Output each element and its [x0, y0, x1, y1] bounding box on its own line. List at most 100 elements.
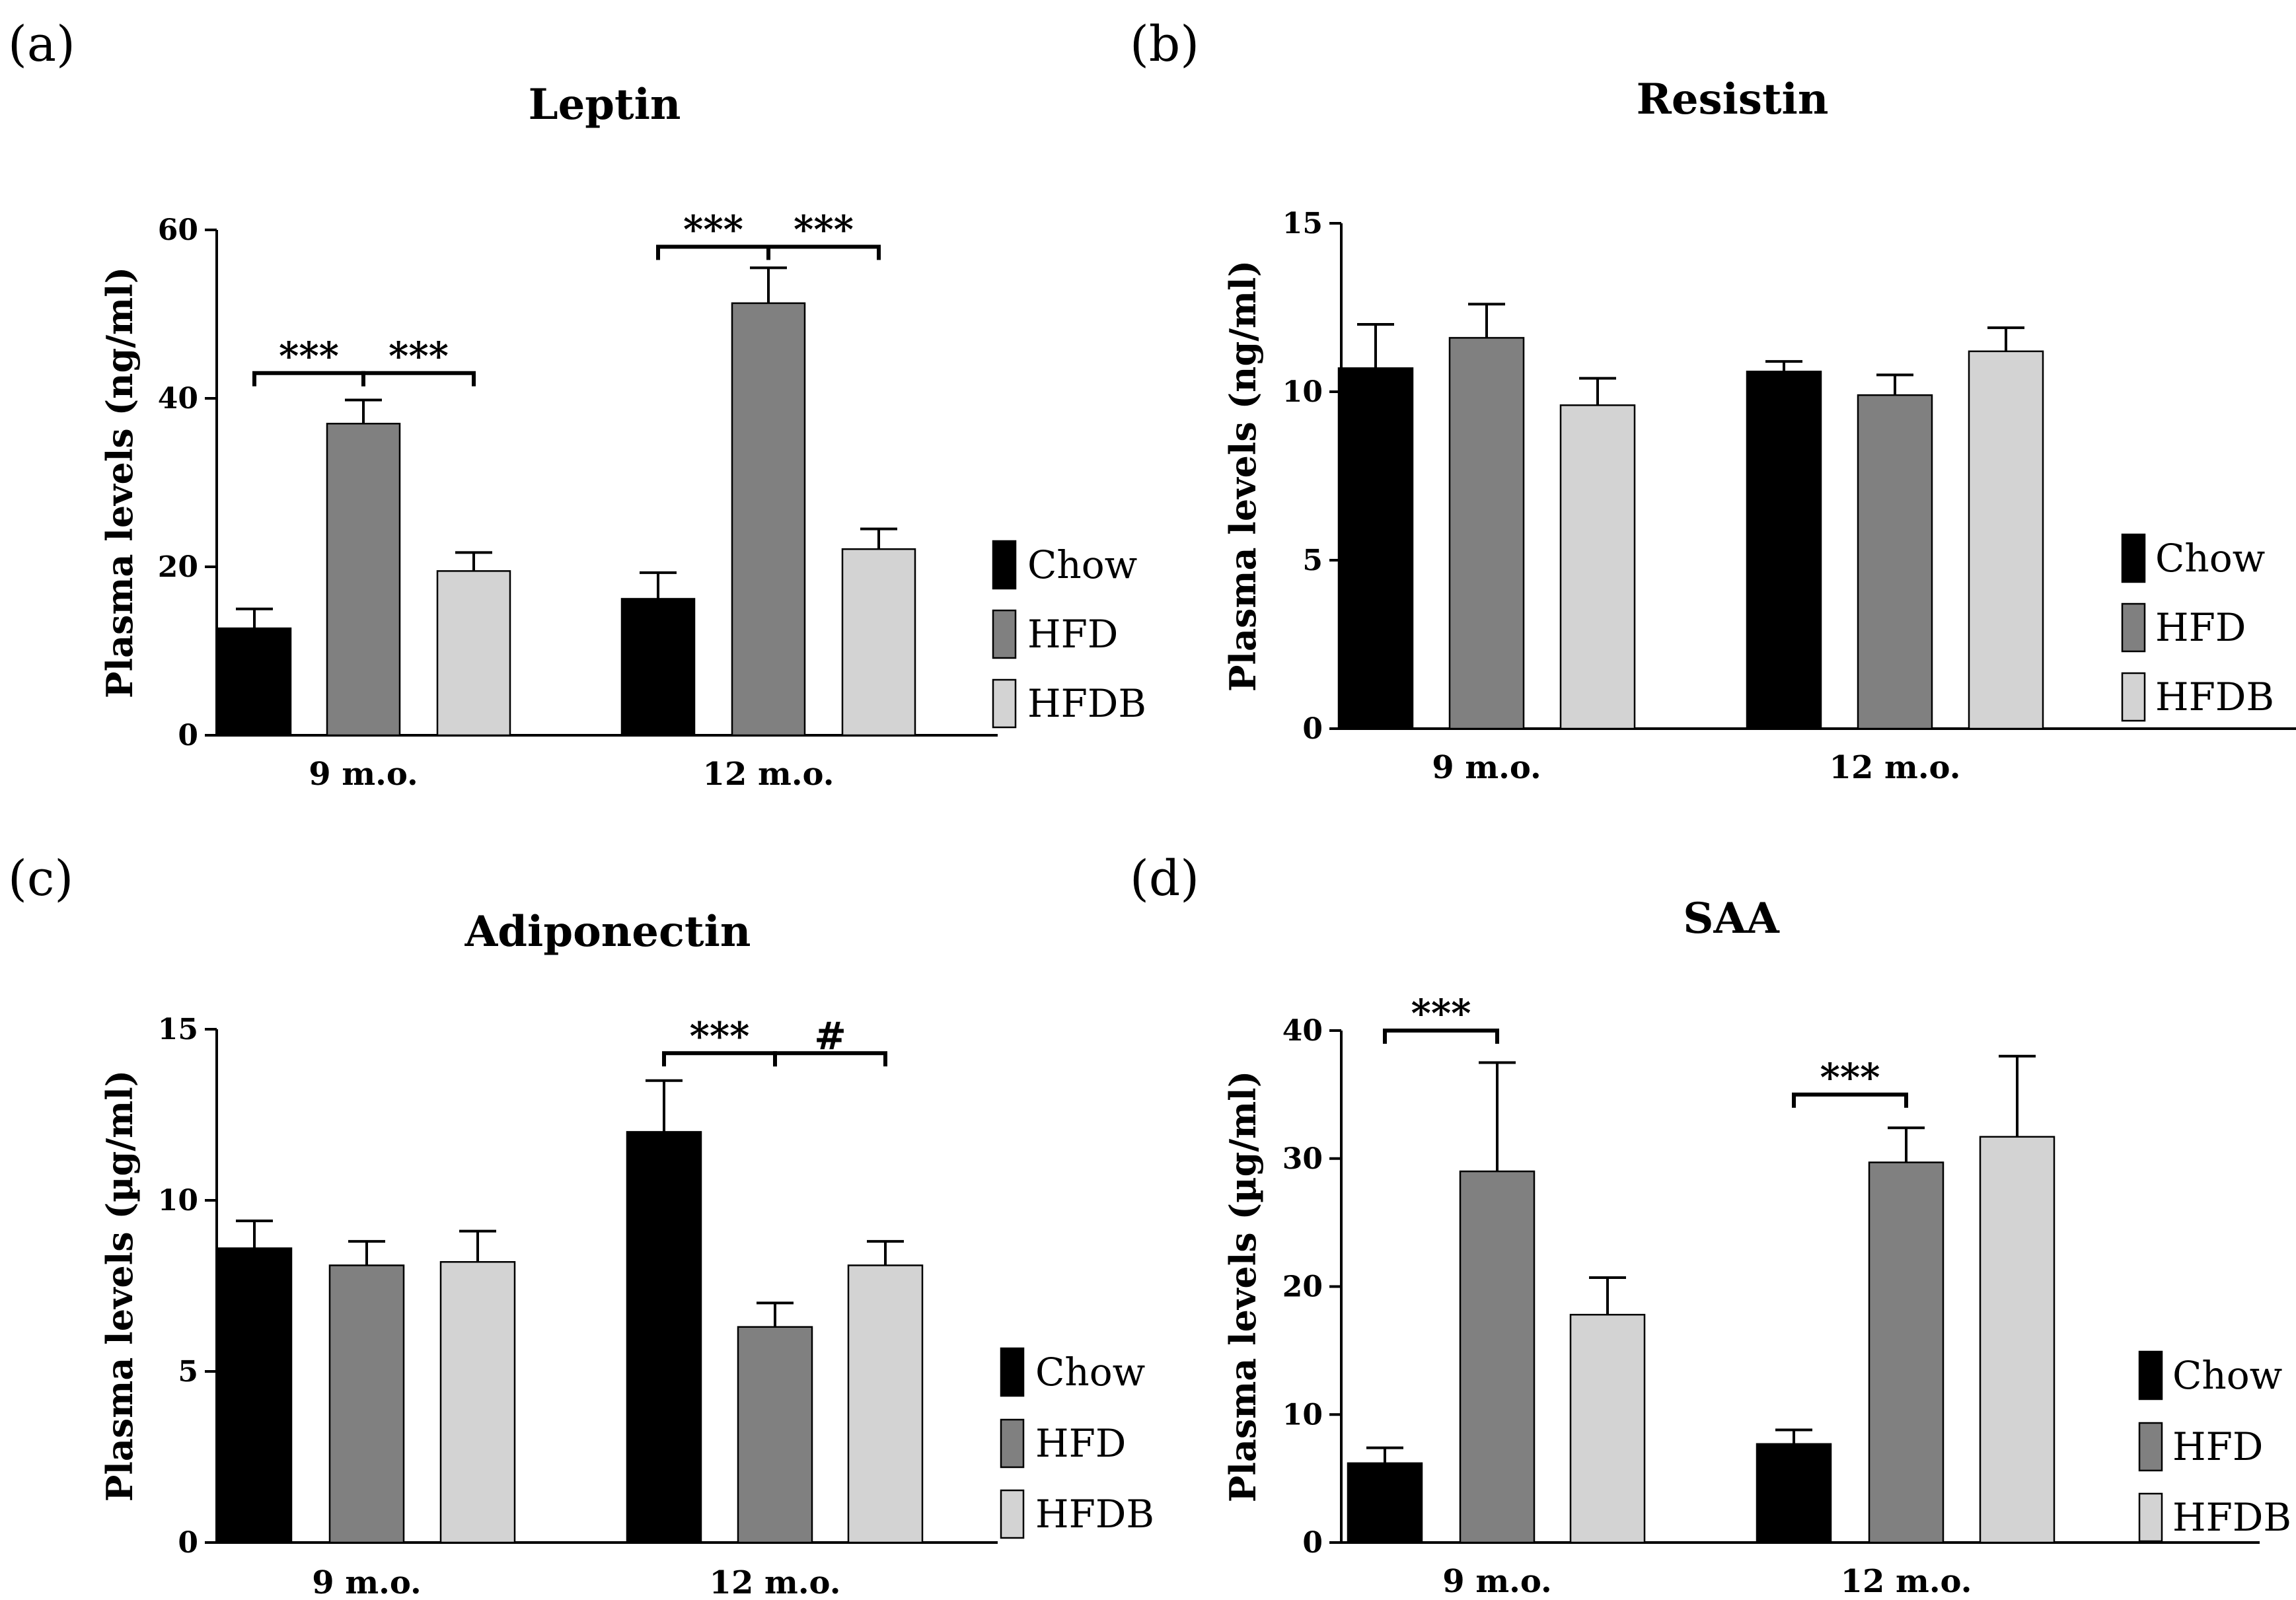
chart-title: SAA — [1683, 894, 1780, 943]
legend-swatch-hfd — [2138, 1422, 2163, 1472]
sig-stars: *** — [389, 334, 449, 379]
significance-bracket — [1792, 1092, 1908, 1108]
y-axis-label: Plasma levels (ng/ml) — [1222, 260, 1264, 692]
panel-letter: (d) — [1130, 850, 1199, 907]
y-tick-label: 20 — [158, 550, 198, 584]
y-tick-label: 0 — [178, 719, 198, 752]
y-tick-label: 0 — [1302, 1526, 1323, 1560]
y-tick-label: 60 — [158, 213, 198, 247]
legend-label: Chow — [2172, 1353, 2282, 1398]
legend-label: Chow — [1027, 542, 1137, 587]
bar-chow — [1746, 371, 1822, 730]
y-tick-label: 15 — [158, 1013, 198, 1046]
y-tick-label: 10 — [1282, 375, 1323, 409]
legend-label: HFD — [2172, 1424, 2263, 1469]
bar-hfdb — [1559, 404, 1636, 730]
legend-label: HFDB — [2155, 674, 2274, 719]
chart-panel-1: (b) Resistin Plasma levels (ng/ml) 0 5 10 15 9 … — [1130, 16, 2296, 786]
legend-label: HFDB — [2172, 1495, 2291, 1540]
chart-panel-0: (a) Leptin Plasma levels (ng/ml) 0 20 40 60 9 m… — [8, 16, 1146, 793]
y-tick-label: 10 — [1282, 1398, 1323, 1432]
chart-title: Resistin — [1637, 75, 1829, 124]
x-category-label: 12 m.o. — [710, 1564, 841, 1600]
bar-hfd — [1459, 1170, 1536, 1544]
sig-stars: *** — [279, 334, 339, 379]
chart-panel-3: (d) SAA Plasma levels (µg/ml) 0 10 20 30 40 9 m.… — [1130, 850, 2291, 1600]
bar-hfd — [737, 1326, 813, 1544]
sig-stars: *** — [690, 1013, 750, 1058]
bar-hfd — [1857, 394, 1933, 730]
bar-hfd — [326, 423, 401, 737]
y-tick-label: 15 — [1282, 207, 1323, 240]
bar-hfd — [328, 1264, 405, 1544]
bar-hfd — [1868, 1161, 1944, 1544]
y-tick-label: 0 — [178, 1526, 198, 1560]
bar-hfdb — [1979, 1136, 2055, 1544]
bar-hfd — [731, 302, 806, 737]
y-tick-label: 20 — [1282, 1270, 1323, 1304]
x-category-label: 12 m.o. — [1830, 749, 1961, 786]
x-category-label: 9 m.o. — [1432, 749, 1541, 786]
y-tick-label: 0 — [1302, 712, 1323, 746]
bar-hfdb — [841, 548, 916, 737]
y-tick-label: 40 — [1282, 1014, 1323, 1048]
y-tick-label: 30 — [1282, 1142, 1323, 1176]
x-category-label: 9 m.o. — [309, 756, 418, 793]
chart-title: Leptin — [529, 80, 681, 129]
legend-swatch-chow — [1000, 1347, 1025, 1397]
bar-chow — [1756, 1443, 1832, 1544]
legend-label: HFD — [1035, 1421, 1126, 1466]
sig-stars: *** — [1820, 1055, 1880, 1100]
significance-bracket — [773, 1051, 887, 1067]
legend-label: HFDB — [1027, 681, 1146, 726]
y-axis-label: Plasma levels (µg/ml) — [98, 1070, 141, 1502]
sig-stars: *** — [794, 207, 854, 252]
x-category-label: 9 m.o. — [312, 1564, 422, 1600]
y-tick-label: 40 — [158, 382, 198, 416]
bar-chow — [626, 1131, 702, 1544]
legend-swatch-hfdb — [2138, 1492, 2163, 1543]
legend-label: HFD — [2155, 605, 2246, 650]
legend-swatch-chow — [992, 540, 1017, 590]
bar-chow — [216, 1247, 293, 1544]
panel-letter: (b) — [1130, 16, 1199, 73]
legend-swatch-chow — [2121, 533, 2146, 583]
legend-swatch-hfd — [1000, 1418, 1025, 1469]
bar-hfdb — [1569, 1313, 1646, 1544]
y-tick-label: 5 — [178, 1355, 198, 1389]
bar-hfdb — [1968, 350, 2044, 730]
bar-hfdb — [847, 1264, 924, 1544]
legend-label: Chow — [2155, 536, 2265, 581]
legend-label: HFD — [1027, 612, 1118, 657]
bar-chow — [217, 627, 292, 737]
bar-chow — [1337, 367, 1414, 730]
bar-hfdb — [439, 1260, 516, 1544]
legend-swatch-hfdb — [992, 678, 1017, 729]
bar-chow — [620, 598, 696, 737]
sig-hash: # — [814, 1013, 846, 1058]
y-axis-label: Plasma levels (µg/ml) — [1222, 1071, 1264, 1503]
panel-letter: (a) — [8, 16, 75, 73]
legend-swatch-hfd — [2121, 602, 2146, 653]
sig-stars: *** — [1411, 991, 1471, 1036]
y-tick-label: 5 — [1302, 544, 1323, 577]
legend-swatch-hfd — [992, 609, 1017, 659]
x-category-label: 9 m.o. — [1442, 1563, 1552, 1600]
bar-chow — [1347, 1462, 1423, 1544]
y-axis-label: Plasma levels (ng/ml) — [98, 267, 141, 698]
x-category-label: 12 m.o. — [1841, 1563, 1972, 1600]
legend-swatch-chow — [2138, 1350, 2163, 1400]
significance-bracket — [1383, 1029, 1499, 1044]
legend-label: Chow — [1035, 1350, 1145, 1395]
significance-bracket — [361, 371, 476, 386]
bar-hfdb — [436, 570, 511, 737]
legend-swatch-hfdb — [1000, 1489, 1025, 1539]
legend-swatch-hfdb — [2121, 672, 2146, 722]
chart-title: Adiponectin — [464, 907, 751, 957]
x-category-label: 12 m.o. — [703, 756, 834, 793]
y-tick-label: 10 — [158, 1184, 198, 1218]
chart-panel-2: (c) Adiponectin Plasma levels (µg/ml) 0 5 10 1… — [8, 850, 1154, 1600]
sig-stars: *** — [683, 207, 743, 252]
bar-hfd — [1448, 337, 1525, 730]
